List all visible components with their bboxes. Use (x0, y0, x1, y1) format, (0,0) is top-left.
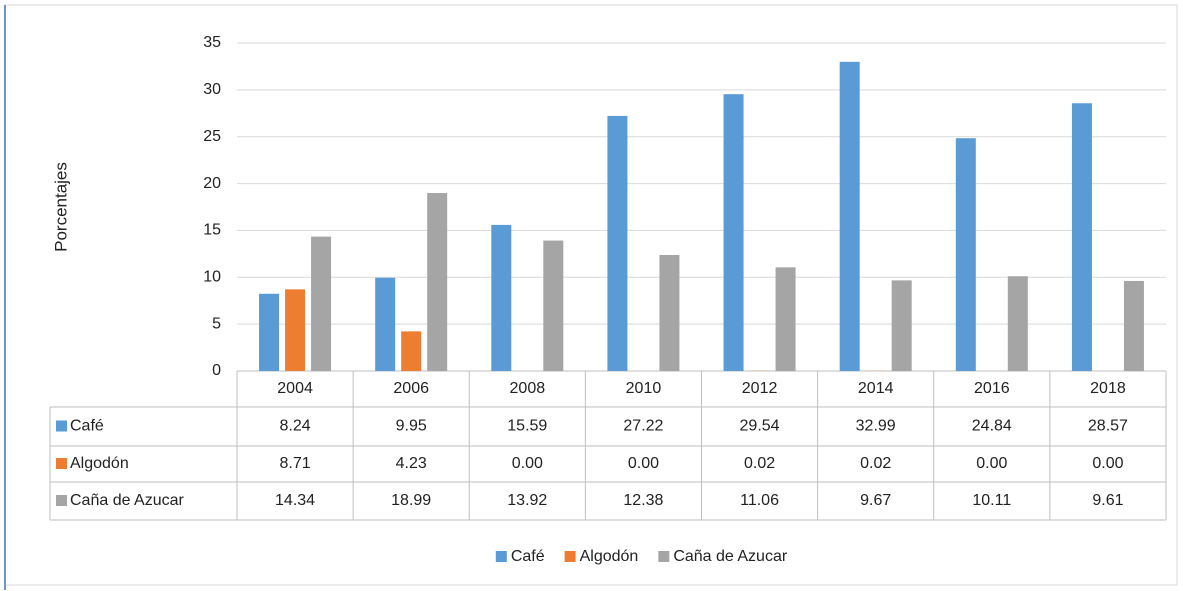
y-tick-label: 5 (212, 315, 221, 332)
table-value: 0.00 (628, 455, 659, 472)
x-tick-label: 2018 (1090, 380, 1126, 397)
table-value: 10.11 (972, 492, 1011, 509)
x-tick-label: 2014 (858, 380, 894, 397)
table-value: 12.38 (623, 492, 663, 509)
x-tick-label: 2008 (510, 380, 546, 397)
table-value: 9.67 (860, 492, 891, 509)
table-value: 29.54 (740, 418, 780, 435)
table-value: 15.59 (507, 418, 547, 435)
table-value: 24.84 (972, 418, 1012, 435)
table-value: 4.23 (396, 455, 427, 472)
legend-label: Caña de Azucar (673, 548, 788, 565)
table-legend-key (56, 420, 67, 432)
bar (659, 254, 680, 371)
y-tick-label: 0 (212, 362, 221, 379)
table-value: 0.02 (744, 455, 775, 472)
table-value: 28.57 (1088, 418, 1128, 435)
x-tick-label: 2016 (974, 380, 1010, 397)
bar (375, 277, 396, 371)
bar (1007, 276, 1028, 371)
table-value: 9.61 (1092, 492, 1123, 509)
table-value: 0.02 (860, 455, 891, 472)
table-value: 18.99 (391, 492, 431, 509)
table-value: 14.34 (275, 492, 315, 509)
legend-key (658, 551, 670, 562)
y-tick-label: 35 (203, 34, 221, 51)
table-value: 11.06 (740, 492, 779, 509)
y-tick-label: 25 (203, 128, 221, 145)
bar (285, 289, 306, 371)
bar (311, 236, 332, 371)
bar (543, 240, 564, 371)
bar (1123, 280, 1144, 371)
bar (259, 293, 280, 371)
y-axis-title: Porcentajes (51, 162, 70, 252)
bar (891, 280, 912, 371)
table-value: 0.00 (1092, 455, 1123, 472)
bar (839, 61, 860, 371)
bar (1071, 103, 1092, 371)
table-series-name: Caña de Azucar (70, 492, 185, 509)
x-tick-label: 2004 (277, 380, 313, 397)
x-tick-label: 2010 (626, 380, 662, 397)
bar (775, 267, 796, 371)
table-legend-key (56, 458, 67, 469)
table-value: 27.22 (623, 418, 663, 435)
y-tick-label: 20 (203, 175, 221, 192)
x-tick-label: 2006 (393, 380, 429, 397)
x-tick-label: 2012 (742, 380, 778, 397)
bar (401, 331, 422, 371)
table-value: 0.00 (512, 455, 543, 472)
bar (491, 224, 512, 371)
table-value: 8.71 (279, 455, 310, 472)
bar (607, 115, 628, 371)
bar (427, 193, 448, 371)
bar (723, 94, 744, 371)
legend-key (564, 551, 576, 562)
y-tick-label: 30 (203, 81, 221, 98)
table-value: 32.99 (856, 418, 896, 435)
legend-label: Café (511, 548, 545, 565)
legend-key (495, 551, 507, 562)
y-tick-label: 15 (203, 222, 221, 239)
table-value: 13.92 (507, 492, 547, 509)
table-series-name: Algodón (70, 455, 129, 472)
frame (4, 4, 1178, 586)
table-value: 8.24 (279, 418, 310, 435)
table-legend-key (56, 495, 67, 506)
table-value: 9.95 (396, 418, 427, 435)
table-value: 0.00 (976, 455, 1007, 472)
bar (955, 138, 976, 371)
y-tick-label: 10 (203, 269, 221, 286)
table-series-name: Café (70, 418, 104, 435)
legend-label: Algodón (580, 548, 639, 565)
